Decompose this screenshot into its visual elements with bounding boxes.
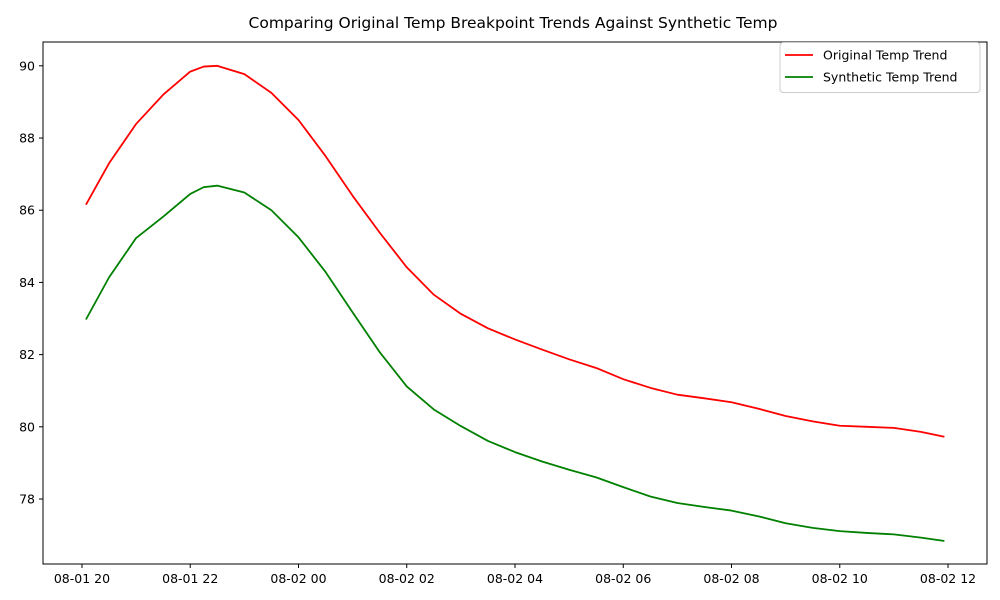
series-lines — [85, 64, 945, 542]
y-tick-label: 88 — [19, 131, 35, 146]
x-tick-label: 08-02 12 — [920, 571, 976, 586]
legend-box — [779, 42, 981, 93]
legend-label: Original Temp Trend — [823, 48, 947, 63]
plot-area-frame — [42, 41, 988, 565]
y-tick-label: 86 — [19, 203, 35, 218]
x-tick-label: 08-02 00 — [270, 571, 326, 586]
y-tick-label: 90 — [19, 58, 35, 73]
legend: Original Temp Trend Synthetic Temp Trend — [779, 42, 981, 93]
x-tick-label: 08-02 06 — [595, 571, 651, 586]
y-tick-label: 78 — [19, 492, 35, 507]
x-tick-label: 08-01 20 — [54, 571, 110, 586]
x-tick-label: 08-02 08 — [703, 571, 759, 586]
x-tick-label: 08-02 04 — [487, 571, 543, 586]
x-tick-label: 08-02 10 — [812, 571, 868, 586]
series-line-synthetic-temp — [85, 184, 945, 542]
y-axis: 78 80 82 84 86 88 90 — [19, 58, 43, 507]
x-tick-label: 08-01 22 — [162, 571, 218, 586]
series-line-original-temp — [85, 64, 945, 438]
chart-title: Comparing Original Temp Breakpoint Trend… — [249, 14, 778, 32]
y-tick-label: 82 — [19, 347, 35, 362]
legend-label: Synthetic Temp Trend — [823, 70, 958, 85]
x-tick-label: 08-02 02 — [379, 571, 435, 586]
y-tick-label: 80 — [19, 419, 35, 434]
x-axis: 08-01 20 08-01 22 08-02 00 08-02 02 08-02 04… — [54, 564, 976, 586]
y-tick-label: 84 — [19, 275, 35, 290]
